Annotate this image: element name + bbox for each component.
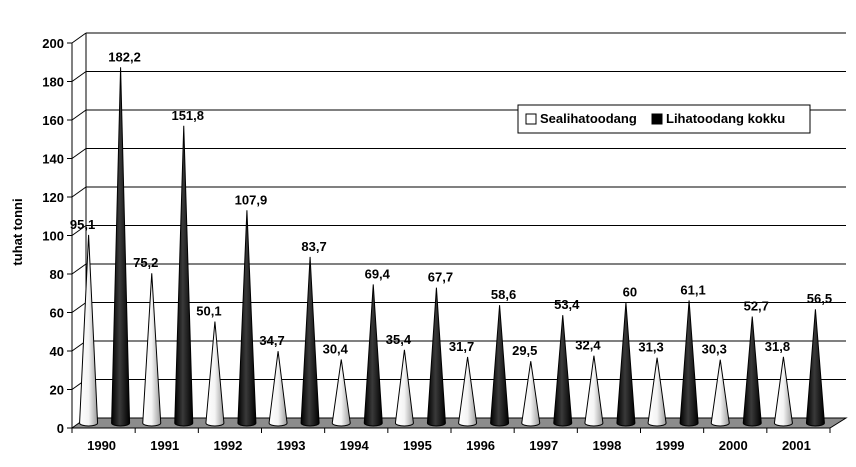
legend: Sealihatoodang Lihatoodang kokku [517,104,811,134]
x-tick-label: 1990 [87,438,116,453]
data-label-sealihatoodang: 31,7 [449,339,474,354]
cone-sealihatoodang [584,355,604,427]
y-tick-label: 120 [42,190,64,205]
gridline-diagonal [71,302,87,313]
cone-lihatoodang-kokku [742,316,762,427]
cone-sealihatoodang [710,359,730,427]
data-label-sealihatoodang: 34,7 [259,333,284,348]
x-tick-label: 1997 [529,438,558,453]
y-tick-label: 40 [50,344,64,359]
y-axis-label: tuhat tonni [10,198,25,265]
data-label-lihatoodang-kokku: 83,7 [301,239,326,254]
gridline-diagonal [71,109,87,121]
data-label-lihatoodang-kokku: 182,2 [108,49,141,64]
cone-lihatoodang-kokku [300,256,320,427]
x-tick-label: 1998 [592,438,621,453]
x-tick-label: 1992 [213,438,242,453]
legend-box [517,104,811,134]
cone-sealihatoodang [521,361,541,427]
data-label-sealihatoodang: 95,1 [70,217,95,232]
cone-sealihatoodang [647,357,667,427]
data-labels: 95,1 75,2 50,1 34,7 30,4 35,4 31,7 29,5 32,4 31,3… [70,49,832,358]
data-label-lihatoodang-kokku: 52,7 [744,299,769,314]
data-label-sealihatoodang: 29,5 [512,343,537,358]
cone-sealihatoodang [142,273,162,427]
legend-swatch-sealihatoodang [525,113,537,125]
x-tick-label: 1999 [656,438,685,453]
x-tick-label: 1991 [150,438,179,453]
data-label-lihatoodang-kokku: 60 [623,285,637,300]
cone-lihatoodang-kokku [363,284,383,427]
cone-lihatoodang-kokku [237,210,257,427]
y-tick-label: 200 [42,36,64,51]
x-tick-labels: 1990 1991 1992 1993 1994 1995 1996 1997 1998 1999… [71,428,831,453]
gridline-diagonal [71,263,87,275]
data-label-lihatoodang-kokku: 151,8 [171,108,204,123]
cone-sealihatoodang [458,356,478,427]
x-tick-label: 1994 [340,438,370,453]
y-tick-label: 0 [57,421,64,436]
cone-sealihatoodang [79,234,99,427]
data-label-sealihatoodang: 50,1 [196,304,221,319]
y-tick-label: 80 [50,267,64,282]
gridline-diagonal [71,32,87,44]
y-tick-label: 20 [50,383,64,398]
cone-sealihatoodang [394,349,414,427]
cone-lihatoodang-kokku [616,302,636,427]
data-label-lihatoodang-kokku: 53,4 [554,297,580,312]
data-label-sealihatoodang: 75,2 [133,255,158,270]
data-label-lihatoodang-kokku: 69,4 [365,266,391,281]
cone-lihatoodang-kokku [426,287,446,427]
legend-label-lihatoodang-kokku: Lihatoodang kokku [666,111,785,126]
x-tick-label: 1996 [466,438,495,453]
cone-lihatoodang-kokku [174,125,194,427]
data-label-sealihatoodang: 30,3 [702,342,727,357]
cone-lihatoodang-kokku [490,305,510,427]
cone-lihatoodang-kokku [111,67,131,427]
legend-label-sealihatoodang: Sealihatoodang [540,111,637,126]
cone-sealihatoodang [773,356,793,427]
data-label-sealihatoodang: 35,4 [386,332,412,347]
cones [79,67,825,427]
gridline-diagonal [71,186,87,198]
data-label-lihatoodang-kokku: 61,1 [680,282,705,297]
data-label-lihatoodang-kokku: 107,9 [235,192,268,207]
legend-swatch-lihatoodang-kokku [651,113,663,125]
data-label-sealihatoodang: 31,8 [765,339,790,354]
data-label-sealihatoodang: 31,3 [638,340,663,355]
x-tick-label: 2000 [719,438,748,453]
x-tick-label: 2001 [782,438,811,453]
cone-sealihatoodang [268,351,288,427]
cone-sealihatoodang [205,321,225,427]
y-tick-label: 60 [50,306,64,321]
cone-lihatoodang-kokku [679,300,699,427]
data-label-lihatoodang-kokku: 56,5 [807,291,832,306]
gridline-diagonal [71,225,87,236]
data-label-sealihatoodang: 32,4 [575,338,601,353]
y-tick-label: 180 [42,75,64,90]
gridline-diagonal [71,71,87,82]
y-tick-label: 160 [42,113,64,128]
cone-lihatoodang-kokku [805,309,825,427]
data-label-lihatoodang-kokku: 67,7 [428,270,453,285]
data-label-sealihatoodang: 30,4 [323,341,349,356]
y-tick-label: 140 [42,152,64,167]
y-tick-label: 100 [42,229,64,244]
x-tick-label: 1995 [403,438,432,453]
gridline-diagonal [71,148,87,159]
cone-sealihatoodang [331,359,351,427]
data-label-lihatoodang-kokku: 58,6 [491,287,516,302]
x-tick-label: 1993 [277,438,306,453]
cone-lihatoodang-kokku [553,315,573,427]
y-tick-labels: 0 20 40 60 80 100 120 140 160 180 200 [42,36,72,436]
